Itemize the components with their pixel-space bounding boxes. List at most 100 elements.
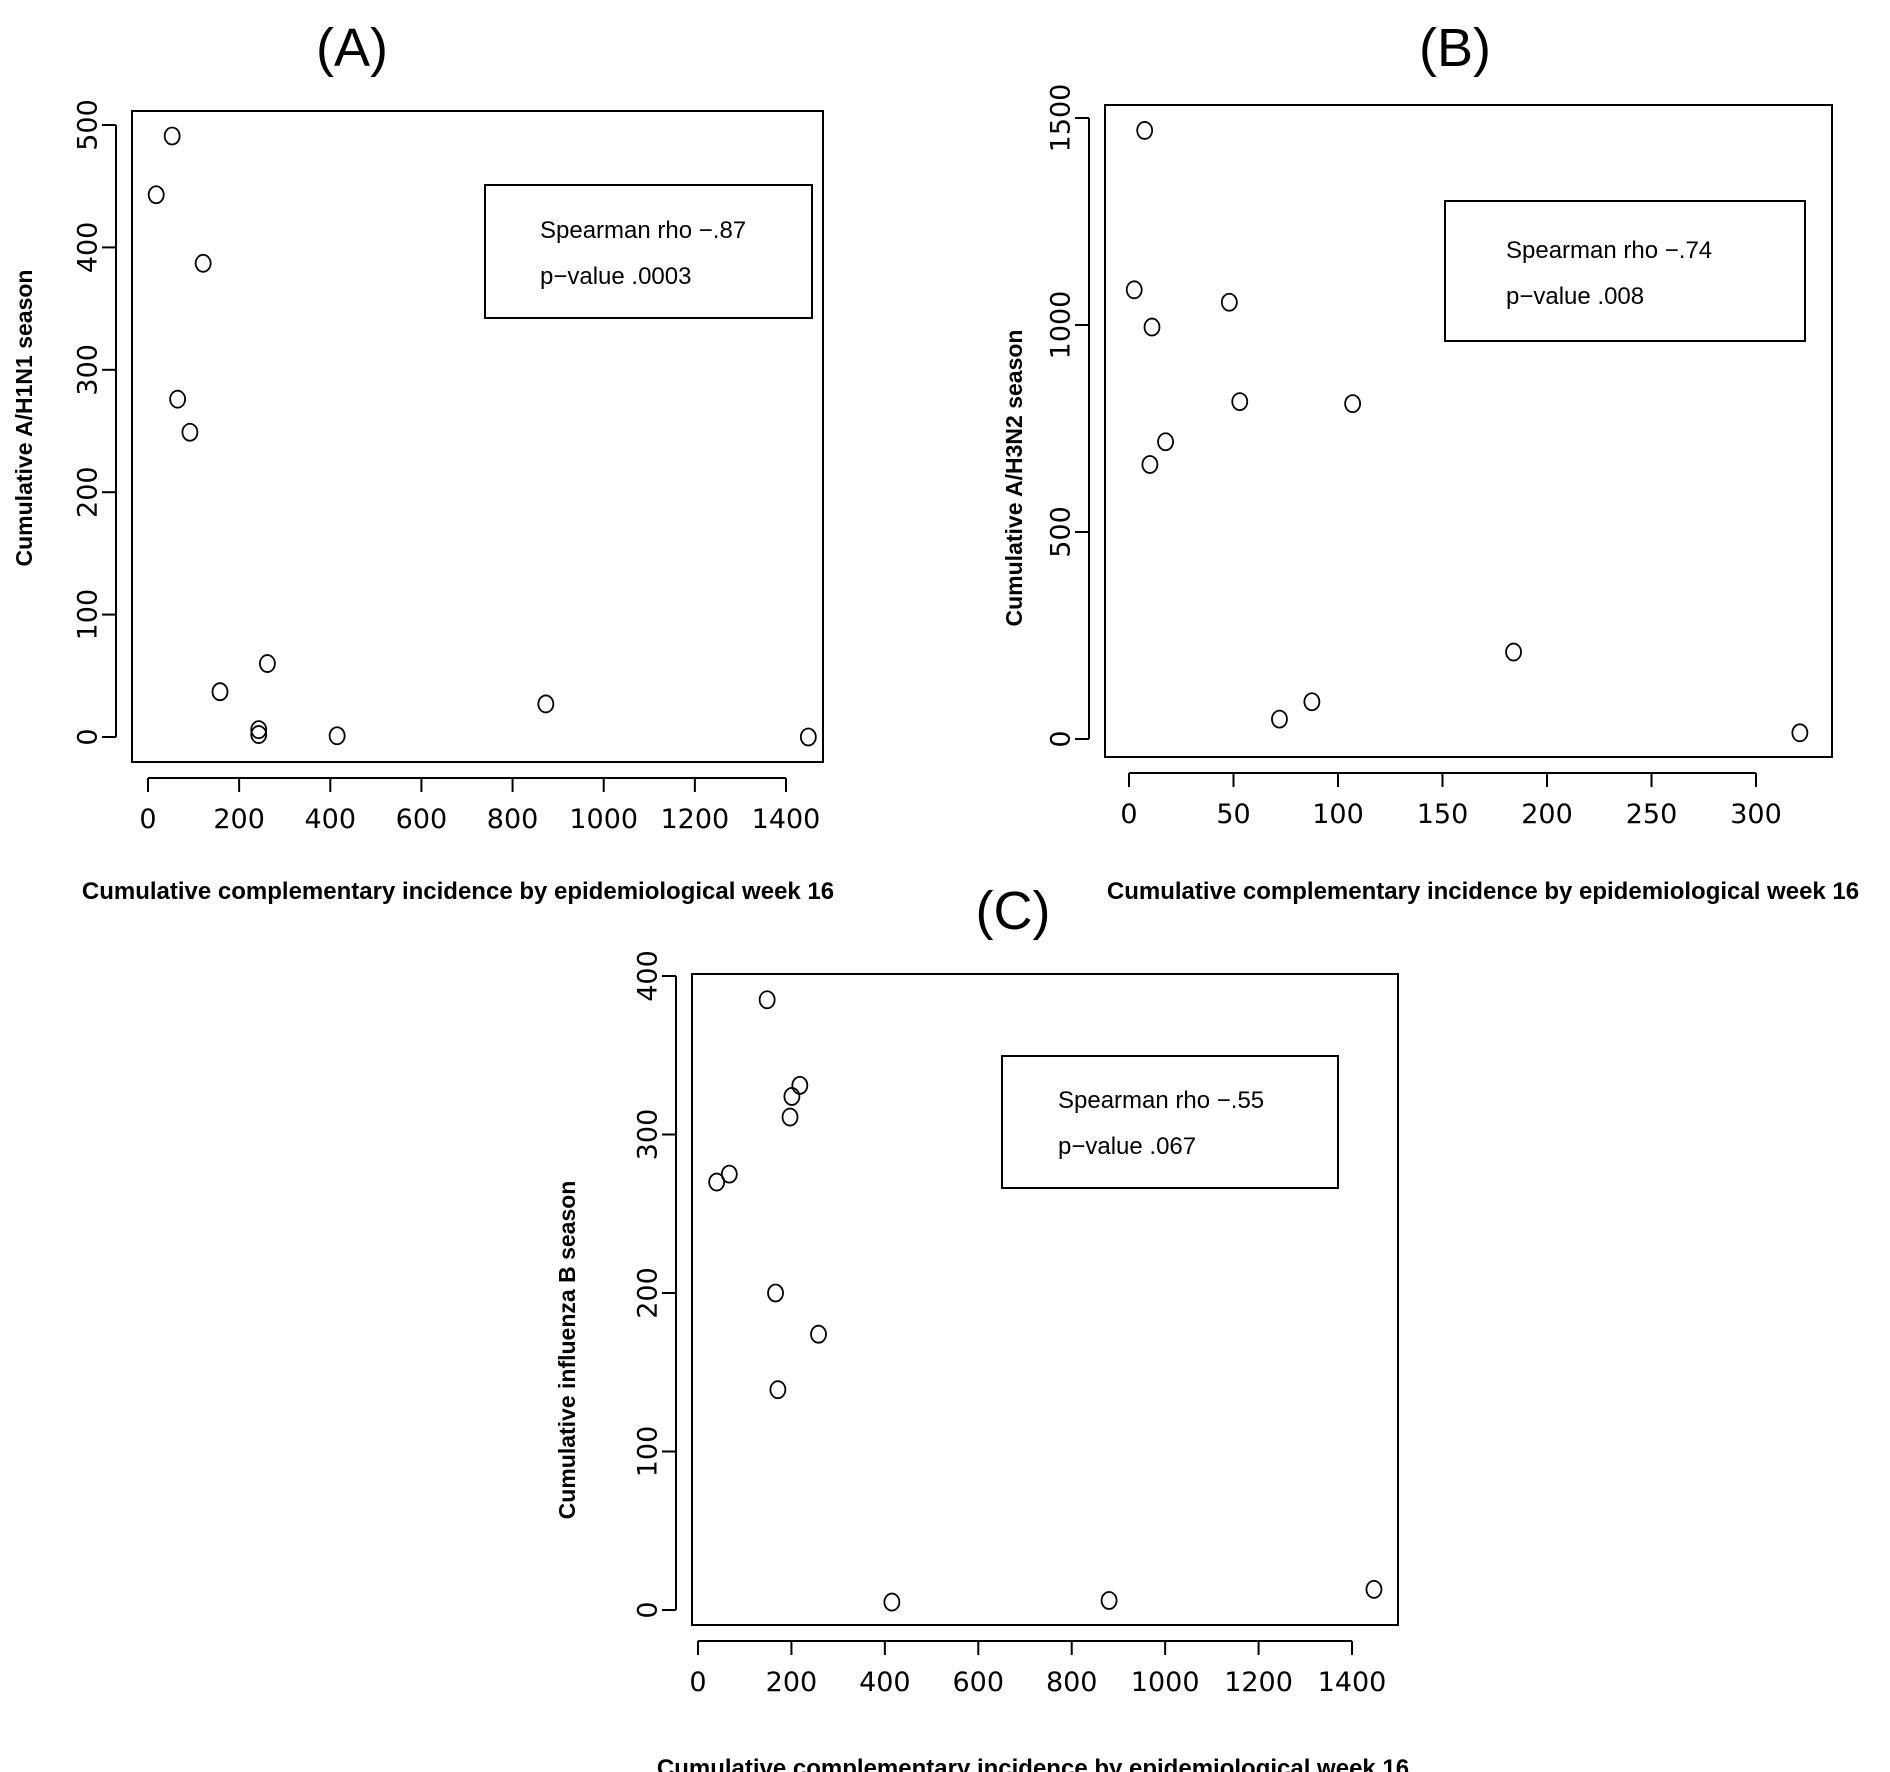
panel-a-data-point [147, 185, 165, 205]
panel-c-x-tick-label: 800 [1046, 1667, 1098, 1698]
panel-c-y-tick-label: 300 [633, 1109, 664, 1161]
panel-c-y-tick-label: 400 [633, 950, 664, 1002]
panel-a-data-point [194, 253, 212, 273]
panel-a-stats-box [484, 184, 813, 319]
panel-b-title: (B) [1419, 18, 1491, 78]
panel-c-plot-frame [691, 973, 1399, 1626]
panel-a-data-point [328, 726, 346, 746]
panel-a-data-point [537, 694, 555, 714]
panel-c-x-axis-label: Cumulative complementary incidence by ep… [657, 1755, 1409, 1772]
panel-a-x-tick-label: 200 [213, 804, 265, 835]
panel-a-plot-frame [131, 110, 824, 763]
panel-a-data-point [211, 682, 229, 702]
panel-a-spearman-rho: Spearman rho −.87 [540, 217, 746, 244]
panel-b-y-axis-label: Cumulative A/H3N2 season [1001, 330, 1027, 627]
panel-c-data-point [767, 1283, 784, 1303]
panel-c-y-tick-label: 100 [633, 1426, 664, 1478]
panel-c-data-point [781, 1107, 799, 1127]
panel-a-data-point [258, 654, 276, 673]
panel-c-x-tick-label: 1200 [1224, 1667, 1293, 1698]
panel-a-x-tick-label: 400 [305, 804, 357, 835]
panel-b-y-tick-label: 500 [1046, 506, 1077, 558]
panel-b-data-point [1136, 121, 1154, 140]
panel-c-x-tick-label: 200 [766, 1667, 818, 1698]
panel-a-y-axis-label: Cumulative A/H1N1 season [11, 270, 37, 567]
panel-b-x-axis-label: Cumulative complementary incidence by ep… [1107, 878, 1859, 905]
panel-c-p-value: p−value .067 [1058, 1133, 1196, 1160]
panel-b-data-point [1231, 392, 1249, 411]
panel-a-plot-area: 0 200 400 600 800 1000 1200 1400 0 100 200 300 400 50… [73, 99, 821, 835]
panel-c: (C) Cumulative influenza B season Cumula… [554, 881, 1409, 1772]
panel-a: (A) Cumulative A/H1N1 season Cumulative … [11, 18, 834, 905]
panel-a-data-point [181, 422, 199, 442]
panel-b-data-point [1505, 642, 1522, 662]
panel-b-p-value: p−value .008 [1506, 283, 1644, 310]
panel-c-data-point [758, 990, 776, 1010]
panel-b-plot-area: 0 50 100 150 200 250 300 0 500 1000 1500 [1046, 84, 1809, 830]
panel-c-data-point [708, 1172, 726, 1192]
panel-b-x-tick-label: 100 [1312, 799, 1364, 830]
panel-b-y-tick-label: 1000 [1046, 291, 1077, 360]
panel-b-y-tick-label: 1500 [1046, 84, 1077, 153]
panel-c-data-point [1365, 1579, 1383, 1599]
panel-c-x-tick-label: 400 [859, 1667, 911, 1698]
panel-c-title: (C) [976, 881, 1051, 941]
panel-a-data-point [250, 720, 268, 740]
panel-b-data-point [1271, 709, 1288, 729]
panel-a-x-tick-label: 800 [487, 804, 539, 835]
panel-a-data-point [799, 727, 817, 747]
panel-b: (B) Cumulative A/H3N2 season Cumulative … [1001, 18, 1859, 905]
panel-c-x-tick-label: 0 [689, 1667, 706, 1698]
panel-c-data-point [769, 1380, 787, 1400]
panel-b-stats-box [1444, 200, 1806, 342]
panel-b-x-tick-label: 50 [1216, 799, 1250, 830]
panel-a-x-tick-label: 0 [139, 804, 156, 835]
panel-a-y-tick-label: 500 [73, 99, 104, 151]
panel-c-x-tick-label: 1400 [1318, 1667, 1387, 1698]
panel-c-stats-box [1001, 1055, 1339, 1189]
panel-b-x-tick-label: 200 [1521, 799, 1573, 830]
panel-a-y-tick-label: 0 [73, 728, 104, 745]
panel-b-spearman-rho: Spearman rho −.74 [1506, 237, 1712, 264]
panel-a-y-tick-label: 400 [73, 222, 104, 274]
panel-b-x-tick-label: 250 [1626, 799, 1678, 830]
panel-c-data-point [883, 1592, 901, 1612]
panel-c-spearman-rho: Spearman rho −.55 [1058, 1087, 1264, 1114]
panel-c-data-point [783, 1087, 801, 1106]
panel-b-plot-frame [1104, 104, 1833, 758]
panel-c-data-point [720, 1164, 738, 1184]
panel-a-y-tick-label: 200 [73, 466, 104, 518]
panel-b-data-point [1791, 723, 1809, 743]
panel-a-x-tick-label: 1400 [752, 804, 821, 835]
panel-b-data-point [1157, 432, 1174, 452]
panel-a-data-point [163, 126, 181, 146]
panel-a-title: (A) [316, 18, 388, 78]
panel-b-x-tick-label: 150 [1417, 799, 1469, 830]
panel-a-y-tick-label: 300 [73, 344, 104, 396]
panel-a-data-point [250, 725, 268, 744]
panel-b-data-point [1344, 394, 1362, 414]
panel-a-x-axis-label: Cumulative complementary incidence by ep… [82, 878, 834, 905]
panel-c-y-tick-label: 200 [633, 1267, 664, 1319]
panel-b-data-point [1303, 692, 1321, 712]
panel-c-x-tick-label: 600 [953, 1667, 1005, 1698]
panel-b-y-tick-label: 0 [1046, 730, 1077, 747]
panel-c-data-point [1100, 1591, 1118, 1610]
panel-b-x-tick-label: 300 [1730, 799, 1782, 830]
panel-c-data-point [810, 1324, 827, 1344]
panel-b-data-point [1125, 280, 1143, 300]
panel-a-data-point [169, 389, 187, 409]
panel-c-y-tick-label: 0 [633, 1601, 664, 1618]
panel-c-y-axis-label: Cumulative influenza B season [554, 1181, 580, 1520]
panel-b-x-tick-label: 0 [1120, 799, 1137, 830]
panel-a-x-tick-label: 1000 [569, 804, 638, 835]
panel-c-plot-area: 0 200 400 600 800 1000 1200 1400 0 100 200 300 400 [633, 950, 1387, 1698]
panel-c-x-tick-label: 1000 [1131, 1667, 1200, 1698]
panel-a-y-tick-label: 100 [73, 589, 104, 641]
panel-b-data-point [1143, 317, 1161, 337]
panel-a-x-tick-label: 600 [396, 804, 448, 835]
panel-b-data-point [1220, 292, 1238, 312]
panel-b-data-point [1141, 455, 1159, 474]
panel-a-p-value: p−value .0003 [540, 263, 691, 290]
